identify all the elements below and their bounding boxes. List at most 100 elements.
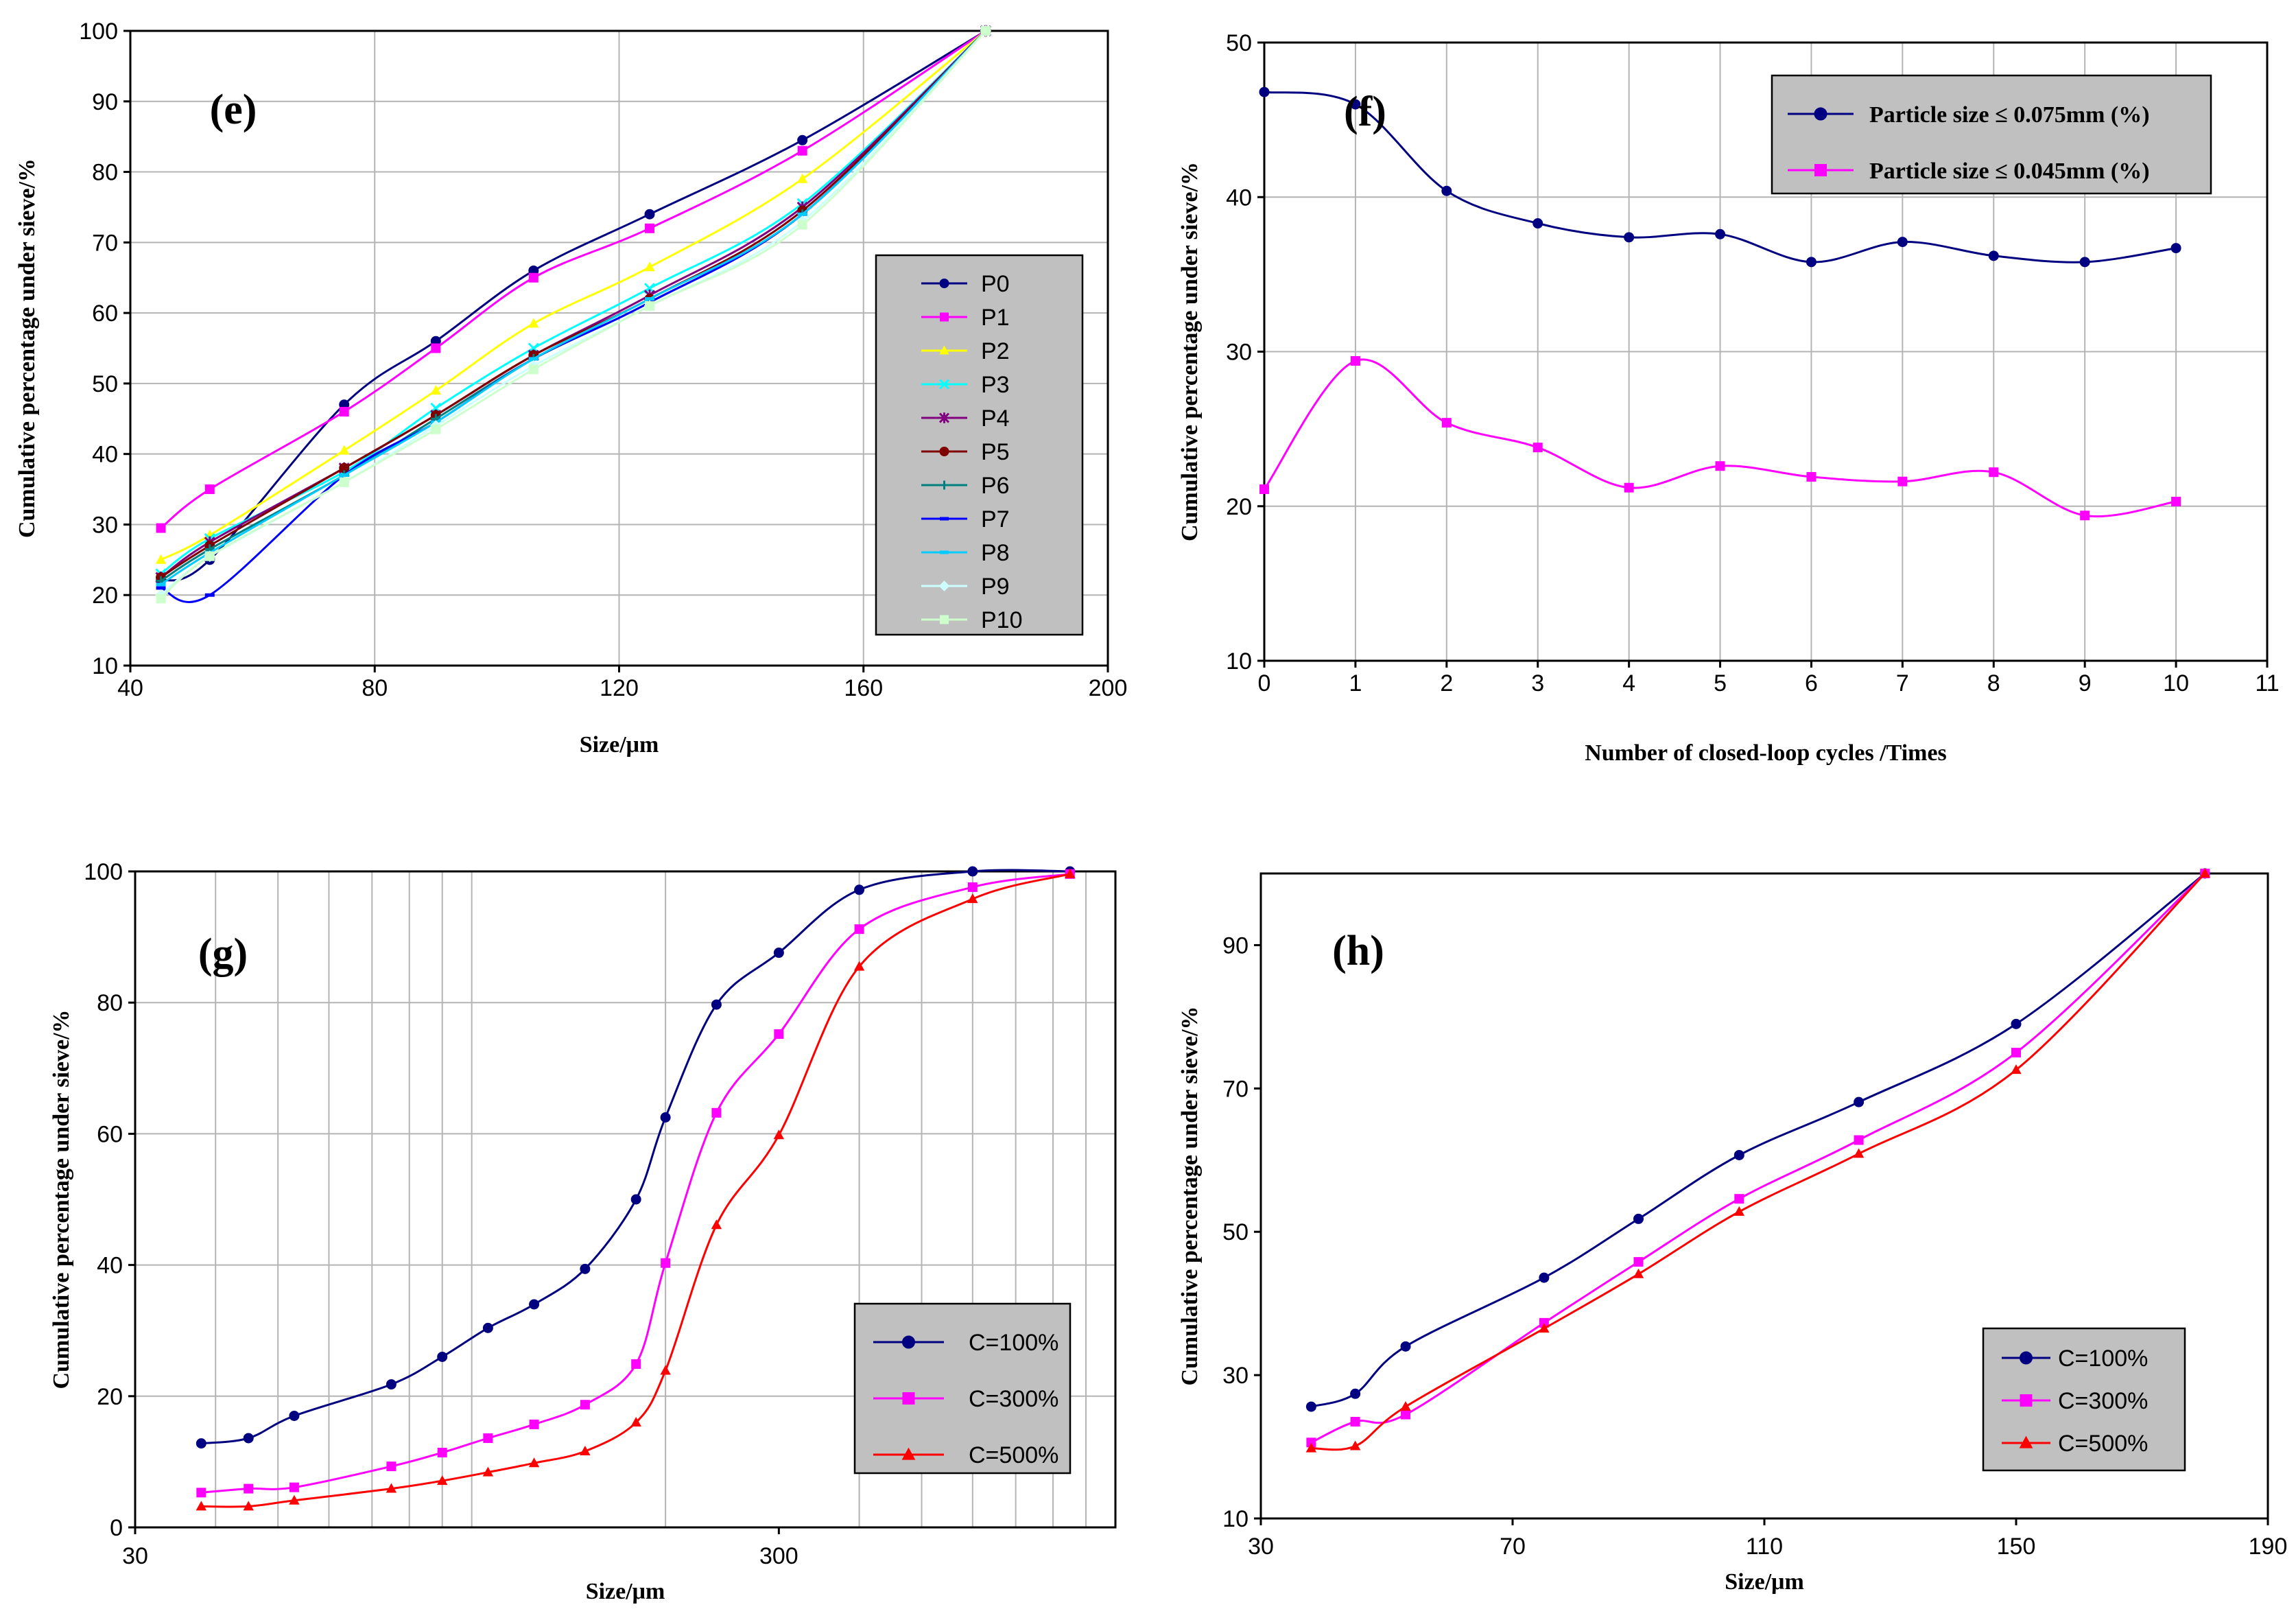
data-point bbox=[2171, 496, 2181, 506]
data-point bbox=[1715, 461, 1725, 471]
series-line-p7 bbox=[161, 30, 986, 603]
x-tick-label: 160 bbox=[844, 675, 883, 701]
y-axis-label: Cumulative percentage under sieve/% bbox=[14, 159, 40, 538]
data-point bbox=[339, 477, 349, 487]
x-tick-label: 7 bbox=[1896, 670, 1909, 696]
legend-marker bbox=[940, 615, 949, 624]
legend-label: P5 bbox=[981, 439, 1010, 465]
y-tick-label: 80 bbox=[92, 160, 118, 186]
data-point bbox=[196, 1488, 206, 1498]
data-point bbox=[156, 594, 166, 604]
data-point bbox=[580, 1400, 590, 1410]
series-2 bbox=[1306, 869, 2210, 1448]
y-tick-label: 50 bbox=[92, 371, 118, 397]
data-point bbox=[797, 145, 807, 156]
chart-panel-f: 0 1 2 3 4 5 6 7 8 9 10 11 10 20 30 40 50 Number of closed… bbox=[1177, 30, 2280, 766]
x-tick-label: 200 bbox=[1089, 675, 1128, 701]
series-1 bbox=[196, 866, 1076, 1449]
data-point bbox=[437, 1351, 448, 1362]
data-point bbox=[156, 583, 166, 587]
y-tick-label: 20 bbox=[92, 583, 118, 609]
data-point bbox=[631, 1359, 641, 1369]
data-point bbox=[1350, 1388, 1361, 1399]
data-point bbox=[711, 999, 722, 1010]
legend-label: P0 bbox=[981, 271, 1010, 297]
legend-label: P10 bbox=[981, 607, 1023, 633]
data-point bbox=[204, 484, 215, 495]
data-point bbox=[289, 1482, 299, 1492]
data-point bbox=[528, 318, 539, 328]
x-tick-label: 70 bbox=[1500, 1534, 1526, 1560]
data-point bbox=[1806, 471, 1816, 482]
data-point bbox=[482, 1322, 493, 1333]
legend-marker bbox=[940, 312, 949, 322]
data-point bbox=[529, 1419, 539, 1429]
x-tick-label: 150 bbox=[1997, 1534, 2036, 1560]
y-axis-label: Cumulative percentage under sieve/% bbox=[1177, 162, 1203, 541]
legend-label: P3 bbox=[981, 372, 1010, 398]
legend-label: P9 bbox=[981, 574, 1010, 600]
x-tick-label: 5 bbox=[1714, 670, 1727, 696]
x-tick-label: 3 bbox=[1531, 670, 1544, 696]
data-point bbox=[1400, 1341, 1411, 1352]
data-point bbox=[1897, 476, 1908, 486]
data-point bbox=[773, 948, 784, 959]
x-tick-label: 30 bbox=[122, 1543, 148, 1569]
y-tick-label: 40 bbox=[92, 442, 118, 468]
legend-marker bbox=[902, 1335, 915, 1349]
legend: P0 P1 P2 P3 P4 P5 P6 P7 P8 P9 P10 bbox=[875, 254, 1084, 636]
data-point bbox=[1305, 1442, 1317, 1453]
legend-label: Particle size ≤ 0.045mm (%) bbox=[1869, 159, 2150, 184]
panel-label: (g) bbox=[198, 930, 248, 977]
data-point bbox=[1733, 1149, 1744, 1160]
legend: C=100% C=300% C=500% bbox=[1982, 1327, 2186, 1472]
x-tick-label: 40 bbox=[117, 675, 143, 701]
chart-panel-g: 30 300 0 20 40 60 80 100 Size/μm Cumulative perce… bbox=[49, 859, 1117, 1604]
data-point bbox=[797, 134, 808, 145]
y-tick-label: 90 bbox=[1222, 932, 1248, 959]
series-3 bbox=[196, 868, 1076, 1511]
data-point bbox=[1350, 99, 1361, 110]
x-tick-label: 4 bbox=[1622, 670, 1635, 696]
data-point bbox=[854, 884, 865, 895]
legend-label: P8 bbox=[981, 540, 1010, 566]
data-point bbox=[1624, 232, 1635, 243]
x-tick-label: 2 bbox=[1440, 670, 1453, 696]
data-point bbox=[196, 1438, 206, 1449]
series-line-particle-size-0-045mm- bbox=[1263, 358, 2177, 517]
legend-label: P1 bbox=[981, 305, 1010, 331]
legend-marker bbox=[901, 1447, 916, 1460]
x-axis-label: Size/μm bbox=[1725, 1569, 1804, 1595]
data-point bbox=[660, 1365, 671, 1375]
data-point bbox=[196, 1501, 207, 1511]
legend-marker bbox=[938, 412, 950, 423]
series-line-c-100- bbox=[1310, 872, 2206, 1408]
data-point bbox=[711, 1107, 722, 1118]
data-point bbox=[2079, 257, 2090, 268]
data-point bbox=[661, 1258, 671, 1268]
data-point bbox=[1532, 443, 1543, 453]
tick-labels: 30 300 0 20 40 60 80 100 bbox=[84, 859, 798, 1569]
data-point bbox=[528, 364, 539, 375]
legend-box bbox=[853, 1302, 1072, 1475]
data-point bbox=[2011, 1018, 2022, 1029]
data-point bbox=[1806, 257, 1816, 268]
tick-labels: 40 80 120 160 200 10 20 30 40 50 60 70 80 90 100 bbox=[79, 19, 1127, 701]
data-point bbox=[1633, 1268, 1644, 1278]
data-point bbox=[1539, 1317, 1549, 1328]
data-point bbox=[528, 272, 539, 283]
data-point bbox=[1350, 1417, 1360, 1427]
data-point bbox=[630, 1416, 641, 1427]
y-tick-label: 60 bbox=[97, 1121, 123, 1147]
y-tick-label: 30 bbox=[1226, 340, 1252, 366]
y-tick-label: 60 bbox=[92, 301, 118, 327]
data-point bbox=[645, 223, 655, 233]
legend-marker bbox=[1814, 107, 1827, 121]
series-3 bbox=[1305, 867, 2210, 1453]
legend-marker bbox=[939, 447, 949, 456]
x-tick-label: 10 bbox=[2163, 670, 2189, 696]
y-tick-label: 40 bbox=[97, 1253, 123, 1279]
data-point bbox=[431, 424, 441, 434]
